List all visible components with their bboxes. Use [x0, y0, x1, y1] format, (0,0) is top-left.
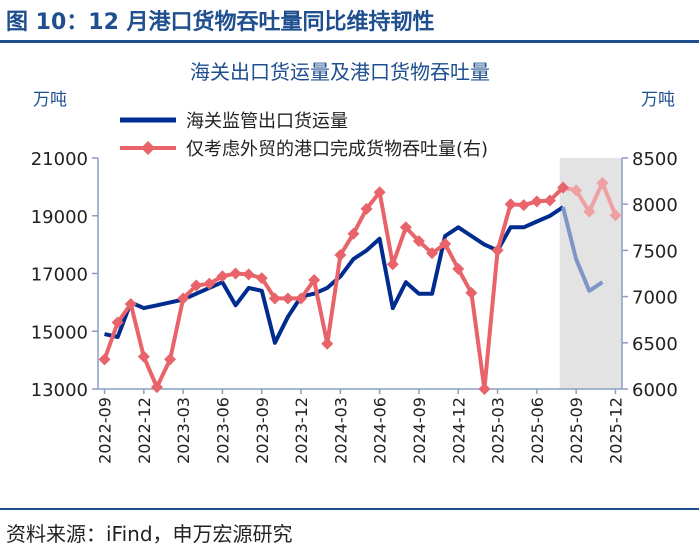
- right-tick-label: 7000: [632, 288, 678, 309]
- series-port-throughput-point: [177, 292, 190, 305]
- series-port-throughput-point: [478, 383, 491, 395]
- right-tick-label: 6000: [632, 380, 678, 401]
- series-port-throughput-point: [190, 279, 203, 292]
- right-tick-label: 6500: [632, 334, 678, 355]
- series-port-throughput-point: [465, 286, 478, 299]
- series-export-volume-forecast-line: [561, 206, 604, 293]
- x-tick-label: 2023-06: [213, 397, 232, 464]
- x-tick-label: 2024-09: [410, 397, 429, 464]
- x-tick-label: 2023-09: [253, 397, 272, 464]
- series-port-throughput-point: [583, 205, 596, 218]
- series-port-throughput-point: [439, 237, 452, 250]
- series-port-throughput-point: [530, 195, 543, 208]
- series-port-throughput-point: [111, 316, 124, 329]
- series-port-throughput-point: [412, 235, 425, 248]
- source-divider: [0, 508, 699, 510]
- series-port-throughput-point: [242, 268, 255, 281]
- x-tick-label: 2023-12: [292, 397, 311, 464]
- series-port-throughput-point: [164, 353, 177, 366]
- series-port-throughput-point: [137, 350, 150, 363]
- right-axis-unit: 万吨: [641, 90, 675, 110]
- series-port-throughput-point: [334, 249, 347, 262]
- series-port-throughput-point: [399, 221, 412, 234]
- series-port-throughput-point: [360, 202, 373, 215]
- series-port-throughput-point: [596, 176, 609, 189]
- left-tick-label: 21000: [31, 149, 88, 170]
- legend-label-port-throughput: 仅考虑外贸的港口完成货物吞吐量(右): [186, 139, 488, 160]
- series-port-throughput-point: [557, 181, 570, 194]
- x-tick-label: 2022-12: [135, 397, 154, 464]
- series-port-throughput-point: [216, 270, 229, 283]
- left-axis-unit: 万吨: [33, 90, 67, 110]
- source-note: 资料来源：iFind，申万宏源研究: [6, 522, 293, 546]
- x-tick-label: 2025-06: [528, 397, 547, 464]
- right-tick-label: 8500: [632, 149, 678, 170]
- series-port-throughput-point: [124, 297, 137, 310]
- series-port-throughput-point: [491, 244, 504, 257]
- x-tick-label: 2025-03: [489, 397, 508, 464]
- right-tick-label: 8000: [632, 195, 678, 216]
- title-divider: [0, 40, 699, 43]
- series-port-throughput-point: [517, 199, 530, 212]
- left-tick-label: 13000: [31, 380, 88, 401]
- series-port-throughput-point: [281, 292, 294, 305]
- series-port-throughput-point: [543, 194, 556, 207]
- legend-label-export-volume: 海关监管出口货运量: [186, 111, 348, 132]
- x-tick-label: 2024-03: [331, 397, 350, 464]
- left-tick-label: 17000: [31, 265, 88, 286]
- series-port-throughput-point: [452, 262, 465, 275]
- x-tick-label: 2025-09: [567, 397, 586, 464]
- series-port-throughput-point: [504, 198, 517, 211]
- x-tick-label: 2023-03: [174, 397, 193, 464]
- series-port-throughput-point: [570, 184, 583, 197]
- series-port-throughput-point: [150, 381, 163, 394]
- series-port-throughput-line: [102, 186, 565, 391]
- series-port-throughput-point: [347, 227, 360, 240]
- series-port-throughput-point: [609, 209, 622, 222]
- chart-title: 海关出口货运量及港口货物吞吐量: [190, 60, 490, 84]
- series-port-throughput-point: [255, 272, 268, 285]
- series-port-throughput-point: [386, 258, 399, 271]
- series-port-throughput-point: [295, 292, 308, 305]
- right-tick-label: 7500: [632, 241, 678, 262]
- x-tick-label: 2024-06: [371, 397, 390, 464]
- series-port-throughput-point: [203, 277, 216, 290]
- legend-marker-port-throughput: [141, 141, 155, 155]
- x-tick-label: 2022-09: [96, 397, 115, 464]
- series-port-throughput-point: [268, 292, 281, 305]
- x-tick-label: 2024-12: [449, 397, 468, 464]
- shaded-region: [559, 158, 622, 389]
- series-port-throughput-point: [229, 267, 242, 280]
- x-tick-label: 2025-12: [606, 397, 625, 464]
- left-tick-label: 19000: [31, 207, 88, 228]
- series-port-throughput-point: [308, 273, 321, 286]
- series-port-throughput-point: [426, 247, 439, 260]
- series-port-throughput-point: [98, 353, 111, 366]
- series-port-throughput-point: [321, 337, 334, 350]
- figure-title: 图 10：12 月港口货物吞吐量同比维持韧性: [6, 10, 435, 35]
- series-port-throughput-point: [373, 186, 386, 199]
- left-tick-label: 15000: [31, 322, 88, 343]
